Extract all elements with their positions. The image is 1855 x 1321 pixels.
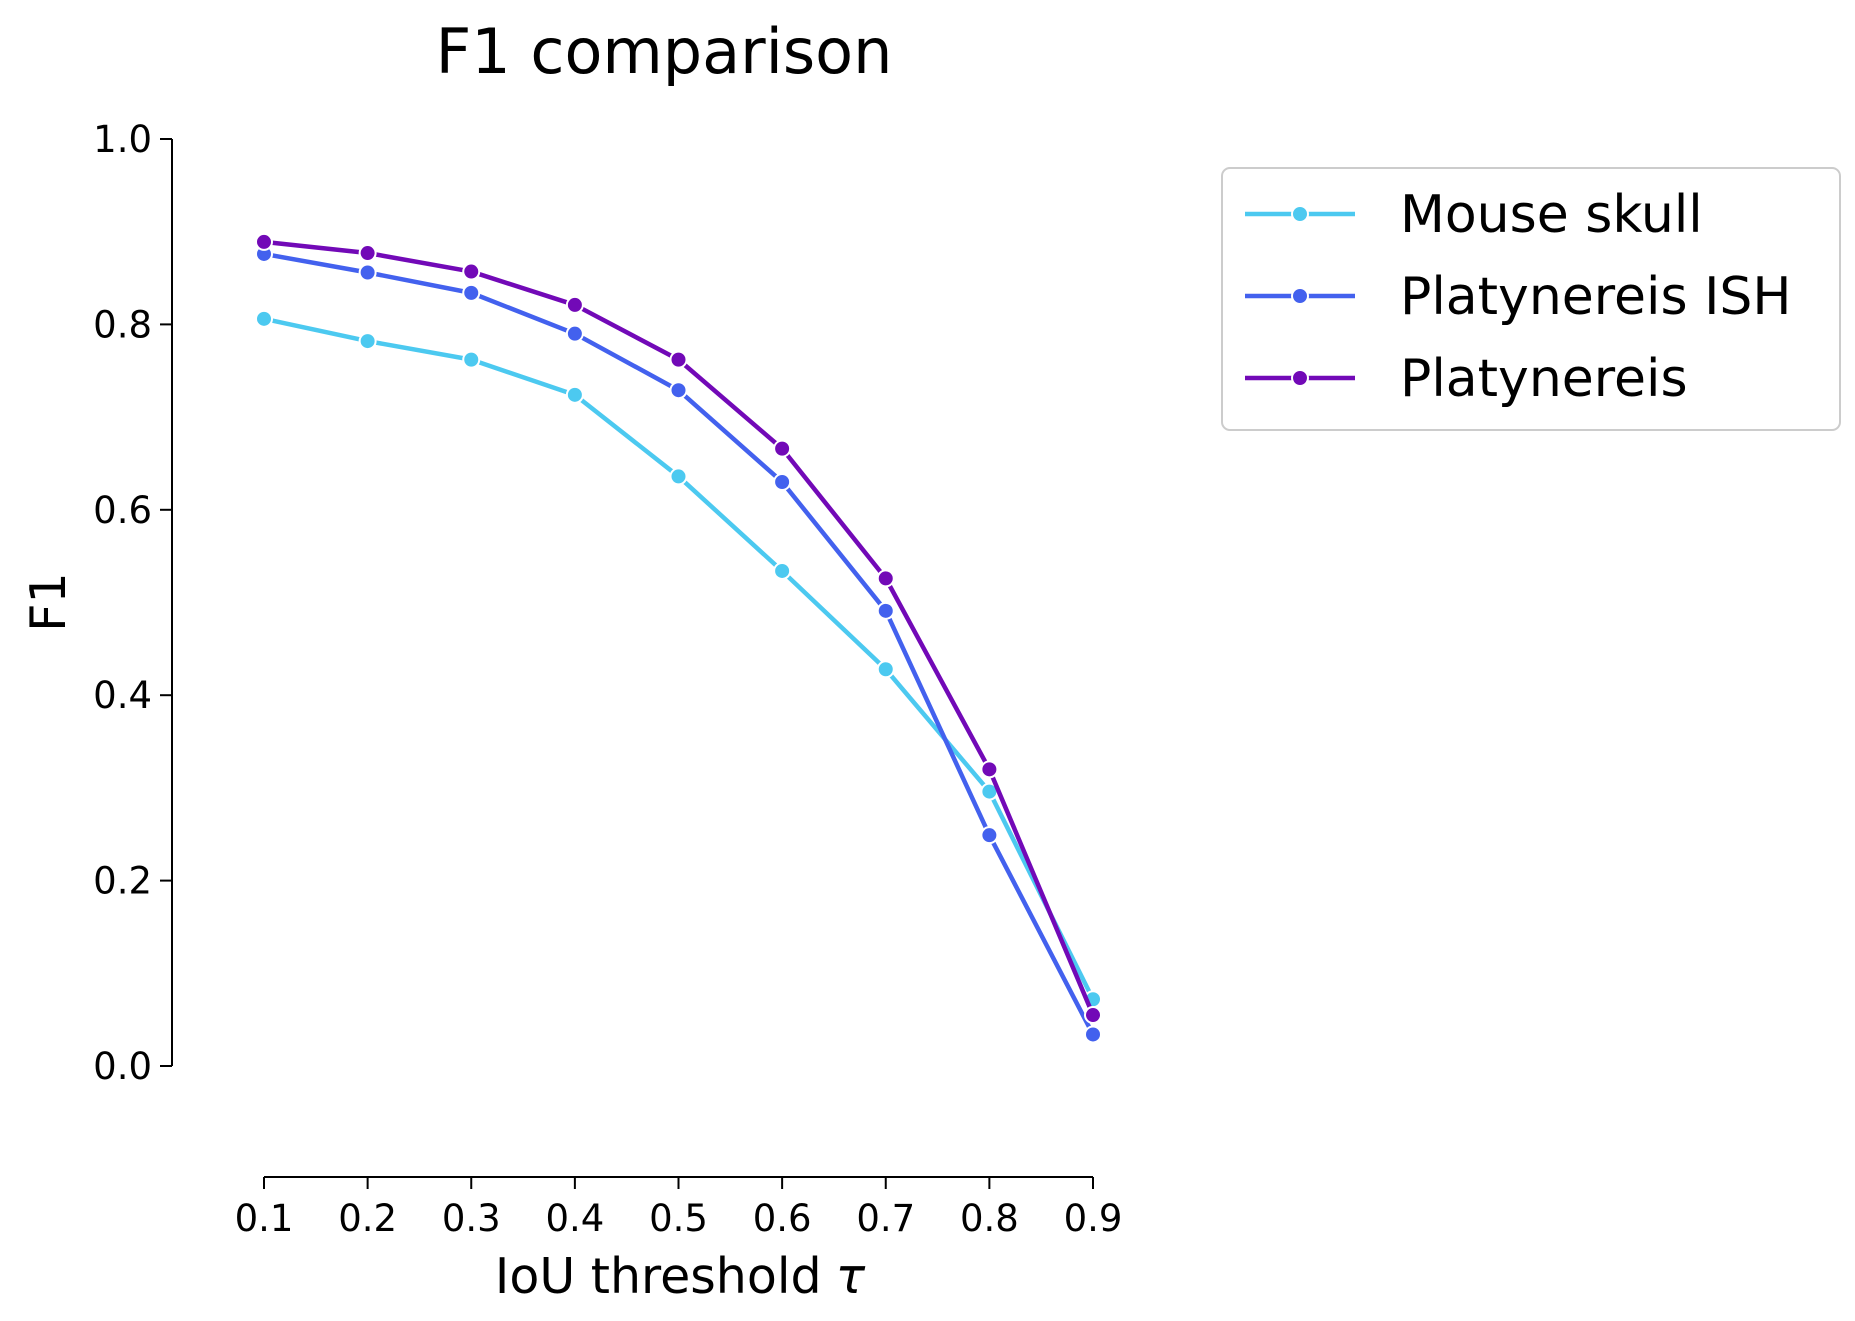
data-point-mouse-skull (565, 385, 584, 404)
series-platynereis (255, 232, 1102, 1025)
series-line-platynereis-ish (261, 251, 1096, 1037)
data-point-platynereis-ish (980, 826, 999, 845)
x-tick-label: 0.3 (442, 1197, 501, 1240)
x-tick-label: 0.5 (649, 1197, 708, 1240)
data-point-platynereis (255, 232, 273, 251)
y-axis-label: F1 (20, 572, 77, 631)
y-tick-label: 0.6 (93, 489, 152, 532)
data-point-platynereis (358, 244, 377, 263)
data-point-platynereis (565, 295, 584, 314)
y-tick-label: 0.0 (93, 1045, 152, 1088)
data-point-platynereis-ish (669, 381, 688, 400)
x-tick-label: 0.4 (545, 1197, 604, 1240)
x-axis-label: IoU threshold τ (495, 1248, 866, 1305)
y-tick-label: 1.0 (93, 118, 152, 161)
legend: Mouse skull Platynereis ISH Platynereis (1221, 167, 1841, 431)
chart-title: F1 comparison (436, 15, 893, 88)
plot-area (255, 232, 1102, 1044)
data-point-platynereis (876, 569, 895, 588)
legend-box (1221, 167, 1841, 431)
data-point-platynereis-ish (358, 263, 377, 282)
x-tick-label: 0.7 (856, 1197, 915, 1240)
legend-label: Platynereis (1400, 349, 1688, 409)
x-tick-label: 0.8 (960, 1197, 1019, 1240)
legend-label: Mouse skull (1400, 185, 1703, 245)
data-point-platynereis (773, 439, 792, 458)
data-point-mouse-skull (669, 467, 688, 486)
legend-item-mouse-skull: Mouse skull (1245, 185, 1703, 245)
data-point-platynereis (1084, 1006, 1102, 1025)
data-point-platynereis (980, 760, 999, 779)
x-axis-label-symbol: τ (836, 1248, 866, 1305)
y-tick-label: 0.8 (93, 303, 152, 346)
data-point-platynereis-ish (565, 324, 584, 343)
x-tick-label: 0.1 (235, 1197, 294, 1240)
x-axis-label-text: IoU threshold (495, 1248, 822, 1305)
data-point-platynereis-ish (773, 472, 792, 491)
legend-item-platynereis-ish: Platynereis ISH (1245, 267, 1792, 327)
x-axis: 0.1 0.2 0.3 0.4 0.5 0.6 0.7 0.8 0.9 (235, 1176, 1123, 1240)
data-point-platynereis-ish (876, 601, 895, 620)
series-line-mouse-skull (261, 316, 1096, 1002)
legend-swatch-marker (1291, 369, 1309, 387)
y-axis: 0.0 0.2 0.4 0.6 0.8 1.0 (93, 118, 173, 1088)
data-point-mouse-skull (255, 309, 273, 328)
data-point-mouse-skull (773, 561, 792, 580)
data-point-mouse-skull (358, 332, 377, 351)
x-tick-label: 0.2 (338, 1197, 397, 1240)
y-tick-label: 0.4 (93, 674, 152, 717)
legend-item-platynereis: Platynereis (1245, 349, 1688, 409)
data-point-platynereis (462, 262, 481, 281)
data-point-mouse-skull (462, 350, 481, 369)
x-tick-label: 0.6 (753, 1197, 812, 1240)
legend-swatch-marker (1291, 205, 1309, 223)
data-point-mouse-skull (876, 660, 895, 679)
data-point-platynereis (669, 350, 688, 369)
x-tick-label: 0.9 (1064, 1197, 1123, 1240)
data-point-platynereis-ish (462, 283, 481, 302)
legend-label: Platynereis ISH (1400, 267, 1792, 327)
legend-swatch-marker (1291, 287, 1309, 305)
series-mouse-skull (255, 309, 1102, 1009)
data-point-platynereis-ish (1084, 1025, 1102, 1044)
y-tick-label: 0.2 (93, 860, 152, 903)
